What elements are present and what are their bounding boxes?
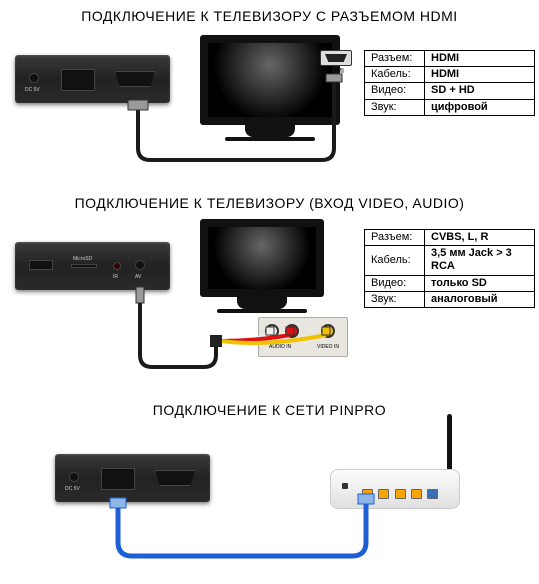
section-title-hdmi: ПОДКЛЮЧЕНИЕ К ТЕЛЕВИЗОРУ С РАЗЪЕМОМ HDMI	[0, 8, 539, 24]
spec-label: Разъем:	[365, 51, 425, 67]
spec-label: Видео:	[365, 275, 425, 291]
spec-label: Звук:	[365, 99, 425, 115]
spec-value: SD + HD	[425, 83, 535, 99]
av-diagram: MicroSD IR AV AUDIO IN VIDEO IN Разъем:C…	[0, 217, 539, 392]
spec-value: CVBS, L, R	[425, 230, 535, 246]
spec-label: Кабель:	[365, 246, 425, 275]
av-spec-table: Разъем:CVBS, L, R Кабель:3,5 мм Jack > 3…	[364, 229, 535, 308]
hdmi-diagram: DC 5V HDMI Разъем:HDMI Кабель:HDMI Видео…	[0, 30, 539, 185]
spec-label: Видео:	[365, 83, 425, 99]
spec-value: цифровой	[425, 99, 535, 115]
spec-label: Разъем:	[365, 230, 425, 246]
spec-value: только SD	[425, 275, 535, 291]
spec-value: 3,5 мм Jack > 3 RCA	[425, 246, 535, 275]
spec-label: Звук:	[365, 291, 425, 307]
hdmi-spec-table: Разъем:HDMI Кабель:HDMI Видео:SD + HD Зв…	[364, 50, 535, 116]
spec-value: HDMI	[425, 51, 535, 67]
ethernet-cable	[0, 424, 539, 584]
section-title-network: ПОДКЛЮЧЕНИЕ К СЕТИ PINPRO	[0, 402, 539, 418]
spec-value: аналоговый	[425, 291, 535, 307]
network-diagram: DC 5V	[0, 424, 539, 574]
spec-label: Кабель:	[365, 67, 425, 83]
spec-value: HDMI	[425, 67, 535, 83]
